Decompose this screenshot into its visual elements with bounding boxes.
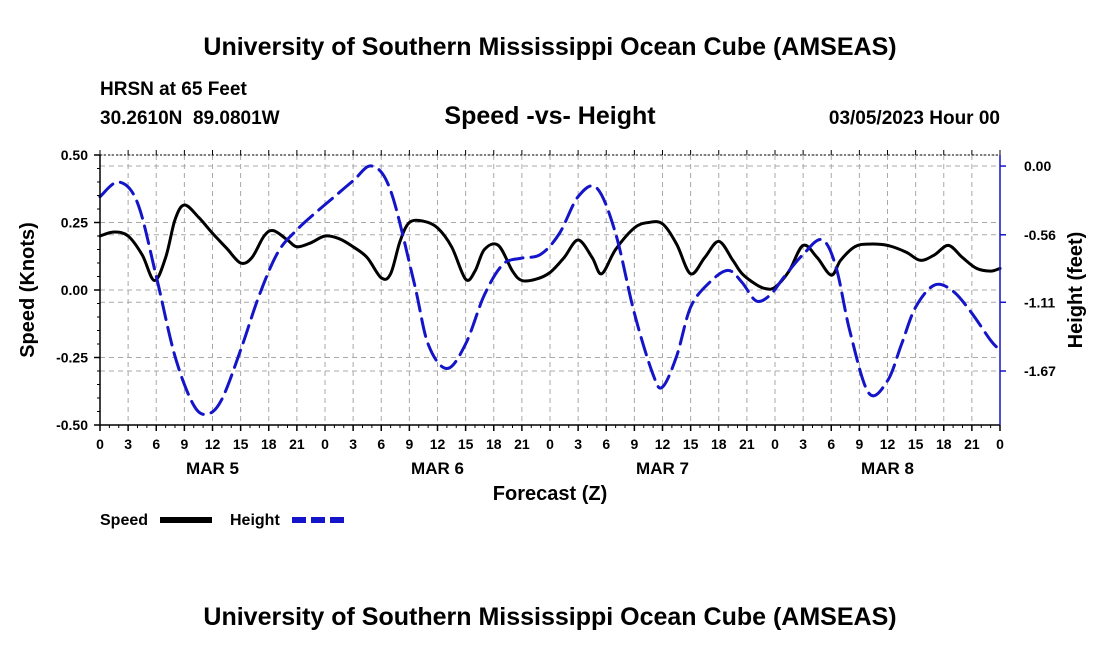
day-label: MAR 8 — [861, 459, 914, 478]
x-tick-label: 9 — [630, 436, 638, 452]
x-tick-label: 0 — [996, 436, 1004, 452]
x-tick-label: 18 — [261, 436, 277, 452]
y-axis-right-label: Height (feet) — [1065, 232, 1087, 349]
footer-title: University of Southern Mississippi Ocean… — [203, 603, 896, 631]
x-tick-label: 18 — [711, 436, 727, 452]
x-tick-label: 0 — [546, 436, 554, 452]
x-tick-label: 3 — [574, 436, 582, 452]
x-tick-label: 0 — [321, 436, 329, 452]
x-tick-label: 6 — [827, 436, 835, 452]
x-tick-label: 12 — [430, 436, 446, 452]
series-lines — [98, 164, 1002, 416]
x-tick-label: 9 — [855, 436, 863, 452]
y-right-tick-label: -1.11 — [1024, 294, 1055, 310]
x-tick-label: 15 — [458, 436, 474, 452]
day-label: MAR 7 — [636, 459, 689, 478]
day-label: MAR 5 — [186, 459, 239, 478]
x-tick-label: 6 — [377, 436, 385, 452]
legend: Speed Height — [100, 512, 344, 529]
chart-subtitle: Speed -vs- Height — [444, 102, 656, 130]
x-tick-label: 12 — [655, 436, 671, 452]
x-tick-label: 18 — [486, 436, 502, 452]
y-right-tick-label: -1.67 — [1024, 363, 1056, 379]
chart-title: University of Southern Mississippi Ocean… — [203, 33, 896, 61]
axis-ticks: 0 3 6 9 12 15 18 21 0 3 6 9 12 15 18 21 0 3 6 9 12 15 18 21 0 3 6 9… — [56, 147, 1056, 478]
y-left-tick-label: -0.50 — [56, 417, 88, 433]
grid-lines — [100, 154, 1000, 426]
x-tick-label: 15 — [908, 436, 924, 452]
x-tick-label: 21 — [739, 436, 755, 452]
x-axis-label: Forecast (Z) — [493, 483, 607, 505]
y-right-tick-label: 0.00 — [1024, 158, 1051, 174]
x-tick-label: 0 — [771, 436, 779, 452]
y-right-tick-label: -0.56 — [1024, 227, 1056, 243]
x-tick-label: 3 — [799, 436, 807, 452]
x-tick-label: 21 — [514, 436, 530, 452]
day-label: MAR 6 — [411, 459, 464, 478]
coordinates-label: 30.2610N 89.0801W — [100, 108, 280, 129]
y-left-tick-label: 0.00 — [61, 282, 88, 298]
x-tick-label: 9 — [405, 436, 413, 452]
x-tick-label: 0 — [96, 436, 104, 452]
x-tick-label: 18 — [936, 436, 952, 452]
x-tick-label: 3 — [124, 436, 132, 452]
x-tick-label: 12 — [205, 436, 221, 452]
legend-height-label: Height — [230, 512, 280, 529]
x-tick-label: 21 — [289, 436, 305, 452]
station-label: HRSN at 65 Feet — [100, 79, 247, 100]
forecast-datetime: 03/05/2023 Hour 00 — [829, 108, 1000, 129]
height-series-line — [98, 164, 1002, 416]
x-tick-label: 15 — [683, 436, 699, 452]
x-tick-label: 9 — [180, 436, 188, 452]
y-left-tick-label: 0.25 — [61, 215, 88, 231]
x-tick-label: 21 — [964, 436, 980, 452]
y-axis-left-label: Speed (Knots) — [17, 222, 39, 358]
y-left-tick-label: -0.25 — [56, 350, 88, 366]
x-tick-label: 6 — [152, 436, 160, 452]
x-tick-label: 6 — [602, 436, 610, 452]
x-tick-label: 3 — [349, 436, 357, 452]
x-tick-label: 15 — [233, 436, 249, 452]
x-tick-label: 12 — [880, 436, 896, 452]
y-left-tick-label: 0.50 — [61, 147, 88, 163]
legend-speed-label: Speed — [100, 512, 148, 529]
